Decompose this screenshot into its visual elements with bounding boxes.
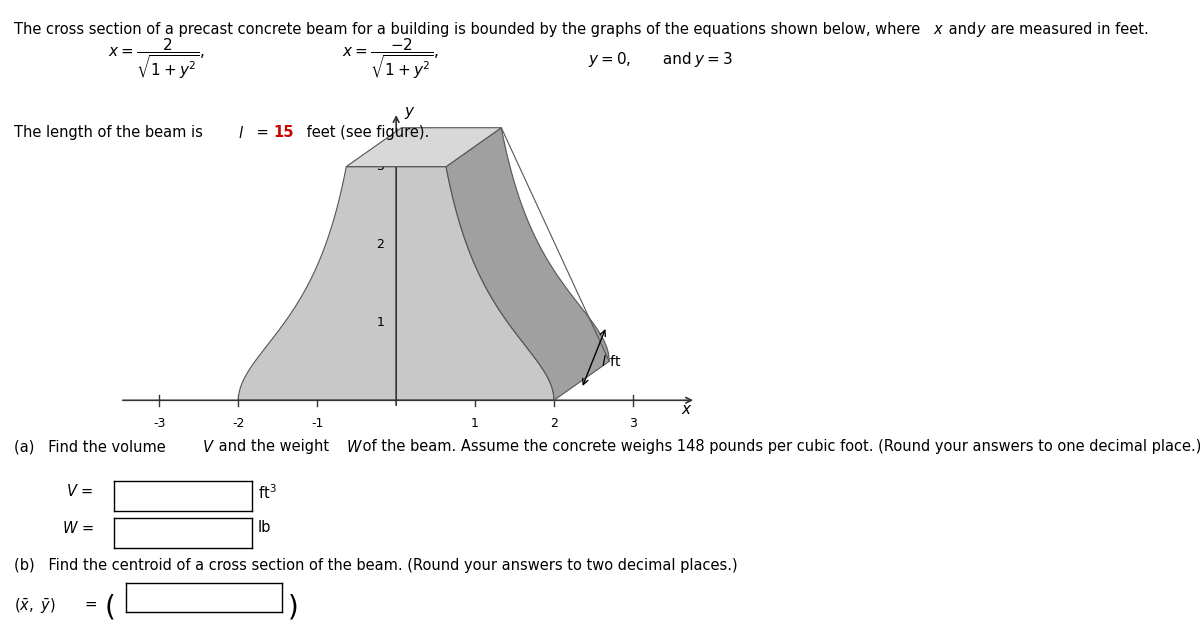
Polygon shape	[446, 128, 610, 400]
Text: =: =	[80, 597, 103, 612]
Text: =: =	[252, 125, 274, 140]
Text: $y = 0,$: $y = 0,$	[588, 50, 631, 69]
Text: and: and	[944, 22, 982, 37]
Text: 1: 1	[377, 316, 384, 329]
Text: (a)   Find the volume: (a) Find the volume	[14, 439, 170, 454]
Text: $y$: $y$	[404, 105, 415, 121]
Text: and the weight: and the weight	[214, 439, 334, 454]
Text: $V$: $V$	[202, 439, 215, 455]
Text: ft$^3$: ft$^3$	[258, 483, 277, 502]
Text: $x = \dfrac{2}{\sqrt{1+y^2}}$,: $x = \dfrac{2}{\sqrt{1+y^2}}$,	[108, 37, 205, 81]
Text: The length of the beam is: The length of the beam is	[14, 125, 208, 140]
Text: x: x	[934, 22, 942, 37]
Text: 2: 2	[550, 417, 558, 430]
Text: lb: lb	[258, 520, 271, 535]
Text: $x = \dfrac{-2}{\sqrt{1+y^2}}$,: $x = \dfrac{-2}{\sqrt{1+y^2}}$,	[342, 37, 439, 81]
Text: ): )	[288, 594, 299, 622]
Text: The cross section of a precast concrete beam for a building is bounded by the gr: The cross section of a precast concrete …	[14, 22, 925, 37]
Polygon shape	[347, 128, 502, 166]
Text: $l$ ft: $l$ ft	[601, 354, 622, 369]
Text: $(\bar{x},\ \bar{y})$: $(\bar{x},\ \bar{y})$	[14, 597, 56, 616]
Text: $l$: $l$	[238, 125, 244, 141]
Text: (: (	[104, 594, 115, 622]
Text: (b)   Find the centroid of a cross section of the beam. (Round your answers to t: (b) Find the centroid of a cross section…	[14, 558, 738, 573]
Text: feet (see figure).: feet (see figure).	[302, 125, 430, 140]
Text: of the beam. Assume the concrete weighs 148 pounds per cubic foot. (Round your a: of the beam. Assume the concrete weighs …	[358, 439, 1200, 454]
Text: $W$: $W$	[346, 439, 362, 455]
Text: y: y	[977, 22, 985, 37]
Text: 2: 2	[377, 238, 384, 251]
Text: 1: 1	[472, 417, 479, 430]
Text: -3: -3	[154, 417, 166, 430]
Text: 3: 3	[629, 417, 637, 430]
Text: and: and	[658, 52, 696, 67]
Text: -2: -2	[232, 417, 245, 430]
Text: $W$ =: $W$ =	[62, 520, 94, 536]
Text: $V$ =: $V$ =	[66, 483, 94, 499]
Text: are measured in feet.: are measured in feet.	[986, 22, 1150, 37]
Text: -1: -1	[311, 417, 324, 430]
Text: 3: 3	[377, 160, 384, 173]
Polygon shape	[239, 166, 554, 400]
Text: 15: 15	[274, 125, 294, 140]
Text: $y = 3$: $y = 3$	[694, 50, 732, 69]
Text: $x$: $x$	[680, 402, 692, 417]
